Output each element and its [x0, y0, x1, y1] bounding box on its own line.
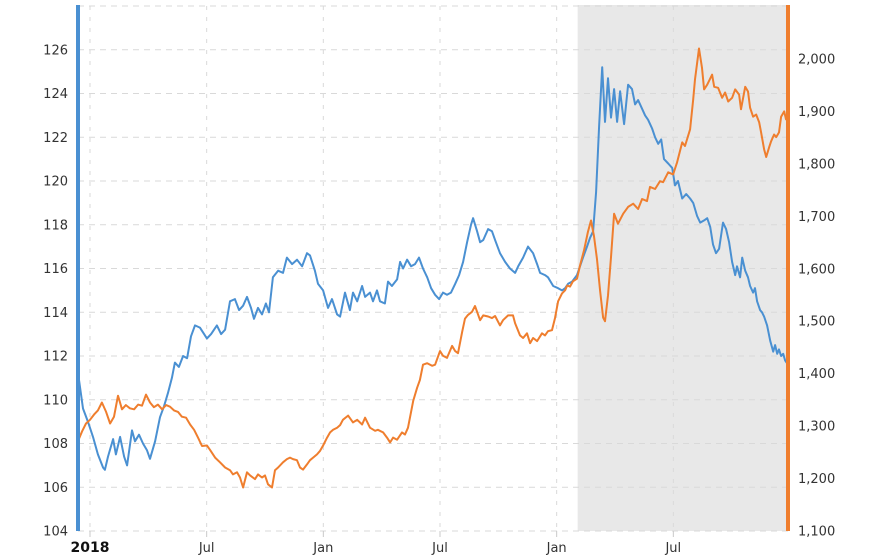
left-axis-tick-label: 112	[43, 350, 68, 365]
right-axis-tick-label: 2,000	[798, 52, 835, 67]
left-axis-tick-label: 122	[43, 131, 68, 146]
right-axis-tick-label: 1,200	[798, 472, 835, 487]
x-axis-tick-label: Jul	[431, 541, 448, 556]
left-axis-tick-label: 110	[43, 393, 68, 408]
x-axis-tick-label: Jan	[546, 541, 567, 556]
left-axis-tick-label: 106	[43, 481, 68, 496]
horizontal-gridlines	[78, 5, 788, 532]
right-axis-labels: 1,100 1,200 1,300 1,400 1,500 1,600 1,700 1,800…	[798, 52, 835, 539]
left-axis-tick-label: 126	[43, 43, 68, 58]
right-axis-tick-label: 1,100	[798, 525, 835, 540]
plot-area[interactable]	[78, 5, 788, 531]
left-axis-tick-label: 124	[43, 87, 68, 102]
right-axis-tick-label: 1,300	[798, 420, 835, 435]
x-axis-year-label: 2018	[71, 540, 110, 556]
left-axis-tick-label: 108	[43, 437, 68, 452]
left-axis-tick-label: 104	[43, 525, 68, 540]
x-axis-tick-label: Jul	[664, 541, 681, 556]
x-axis-tick-label: Jan	[312, 541, 333, 556]
left-axis-tick-label: 116	[43, 262, 68, 277]
left-axis-tick-label: 120	[43, 175, 68, 190]
right-axis-tick-label: 1,600	[798, 262, 835, 277]
right-axis-tick-label: 1,900	[798, 105, 835, 120]
right-axis-tick-label: 1,800	[798, 157, 835, 172]
x-axis-labels: 2018 Jul Jan Jul Jan Jul	[71, 540, 682, 556]
blue-series-line	[77, 66, 790, 471]
right-axis-tick-label: 1,400	[798, 367, 835, 382]
left-axis-tick-label: 114	[43, 306, 68, 321]
right-axis-tick-label: 1,500	[798, 315, 835, 330]
right-axis-tick-label: 1,700	[798, 210, 835, 225]
vertical-gridlines	[89, 6, 674, 537]
x-axis-tick-label: Jul	[198, 541, 215, 556]
left-axis-tick-label: 118	[43, 218, 68, 233]
left-axis-labels: 104 106 108 110 112 114 116 118 120 122 124 126	[43, 43, 68, 539]
orange-series-line	[77, 47, 790, 489]
